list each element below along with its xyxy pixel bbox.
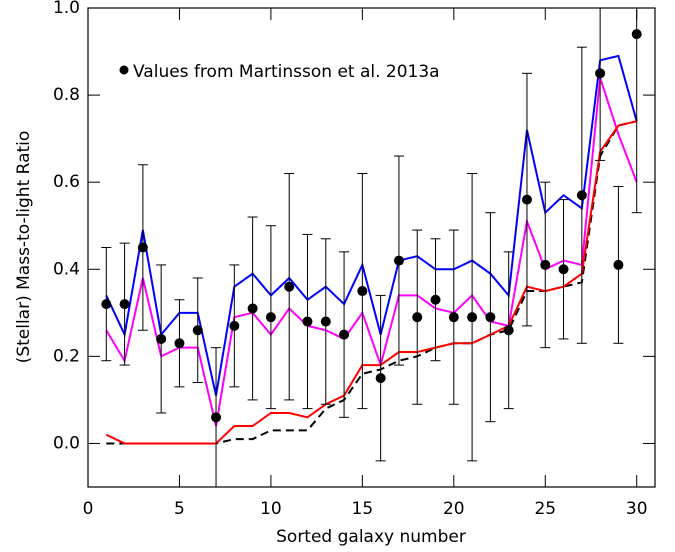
model-line xyxy=(106,120,637,445)
y-tick-label: 0.2 xyxy=(53,346,80,366)
y-tick-label: 1.0 xyxy=(53,0,80,18)
data-point xyxy=(467,312,478,323)
plot-frame xyxy=(87,7,656,488)
data-point xyxy=(412,312,423,323)
data-point xyxy=(137,242,148,253)
data-point xyxy=(339,329,350,340)
data-point xyxy=(448,312,459,323)
data-point xyxy=(302,316,313,327)
data-point xyxy=(357,286,368,297)
x-tick-label: 0 xyxy=(83,499,94,519)
data-point xyxy=(284,281,295,292)
y-axis-label: (Stellar) Mass-to-light Ratio xyxy=(14,131,34,364)
data-point xyxy=(558,264,569,275)
y-tick-label: 0.8 xyxy=(53,85,80,105)
x-tick-label: 25 xyxy=(534,499,556,519)
data-point xyxy=(101,299,112,310)
data-point xyxy=(485,312,496,323)
data-point xyxy=(211,412,222,423)
data-point xyxy=(613,259,624,270)
model-line xyxy=(105,77,638,427)
data-point xyxy=(631,29,642,40)
data-point xyxy=(595,68,606,79)
model-line xyxy=(105,54,638,396)
x-tick-label: 5 xyxy=(174,499,185,519)
data-point xyxy=(375,373,386,384)
x-tick-label: 20 xyxy=(443,499,465,519)
x-tick-label: 10 xyxy=(260,499,282,519)
model-line xyxy=(105,120,637,445)
y-tick-label: 0.6 xyxy=(53,172,80,192)
data-point xyxy=(174,338,185,349)
x-axis-label: Sorted galaxy number xyxy=(276,527,466,547)
data-point xyxy=(156,333,167,344)
data-point xyxy=(265,312,276,323)
y-tick-label: 0.0 xyxy=(53,433,80,453)
x-tick-label: 30 xyxy=(626,499,648,519)
legend-marker xyxy=(119,65,129,75)
data-point xyxy=(503,325,514,336)
data-point xyxy=(192,325,203,336)
data-point xyxy=(576,190,587,201)
x-tick-label: 15 xyxy=(352,499,374,519)
data-point xyxy=(247,303,258,314)
data-point xyxy=(229,320,240,331)
y-tick-label: 0.4 xyxy=(53,259,80,279)
data-point xyxy=(430,294,441,305)
legend-label: Values from Martinsson et al. 2013a xyxy=(133,62,440,82)
data-point xyxy=(521,194,532,205)
data-point xyxy=(320,316,331,327)
data-point xyxy=(119,299,130,310)
data-point xyxy=(540,259,551,270)
data-point xyxy=(393,255,404,266)
